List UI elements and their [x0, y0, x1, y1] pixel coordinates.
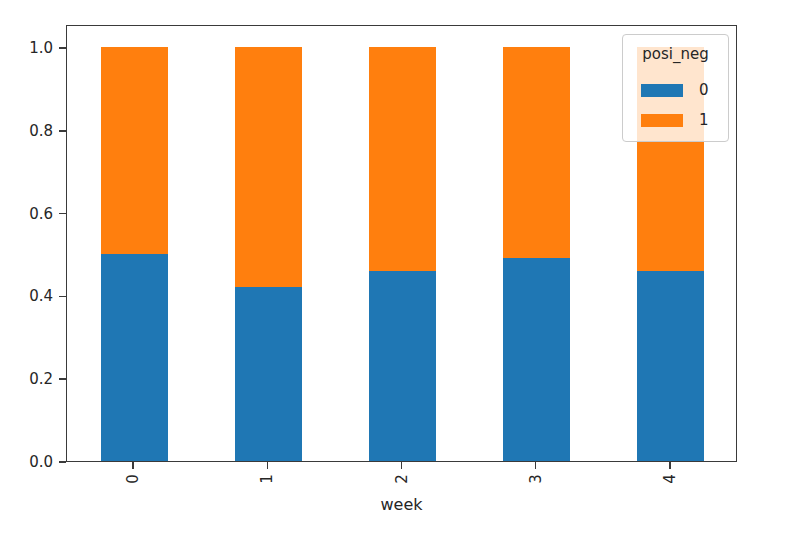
y-tick-mark: [59, 378, 66, 380]
legend-entry-label: 0: [699, 80, 709, 100]
legend: posi_neg 01: [622, 34, 729, 142]
y-tick-label: 0.6: [0, 204, 53, 224]
plot-area: posi_neg 01: [66, 25, 737, 462]
bar-segment-week2-series1: [369, 47, 436, 271]
y-tick-mark: [59, 296, 66, 298]
x-axis-label: week: [66, 494, 737, 516]
bar-segment-week1-series1: [235, 47, 302, 287]
y-tick-mark: [59, 213, 66, 215]
x-tick-label: 4: [658, 467, 682, 491]
x-tick-label: 0: [121, 467, 145, 491]
bar-segment-week0-series0: [101, 254, 168, 461]
y-tick-label: 0.0: [0, 452, 53, 472]
y-tick-label: 0.2: [0, 369, 53, 389]
x-tick-label: 3: [524, 467, 548, 491]
y-tick-label: 0.4: [0, 286, 53, 306]
bar-segment-week0-series1: [101, 47, 168, 254]
bar-segment-week4-series0: [637, 271, 704, 461]
y-tick-label: 0.8: [0, 121, 53, 141]
bar-segment-week3-series0: [503, 258, 570, 461]
legend-title: posi_neg: [623, 43, 728, 65]
legend-entry-label: 1: [699, 110, 709, 130]
figure: posi_neg 01 0.00.20.40.60.81.0 01234 wee…: [0, 0, 794, 540]
bar-segment-week3-series1: [503, 47, 570, 258]
bar-segment-week1-series0: [235, 287, 302, 461]
y-tick-label: 1.0: [0, 38, 53, 58]
y-tick-mark: [59, 47, 66, 49]
legend-swatch-blue-icon: [641, 84, 683, 97]
legend-item-1: 1: [623, 105, 728, 135]
y-tick-mark: [59, 461, 66, 463]
bar-segment-week2-series0: [369, 271, 436, 461]
legend-item-0: 0: [623, 75, 728, 105]
x-tick-label: 1: [255, 467, 279, 491]
y-tick-mark: [59, 130, 66, 132]
legend-items: 01: [623, 75, 728, 135]
legend-swatch-orange-icon: [641, 114, 683, 127]
x-tick-label: 2: [390, 467, 414, 491]
